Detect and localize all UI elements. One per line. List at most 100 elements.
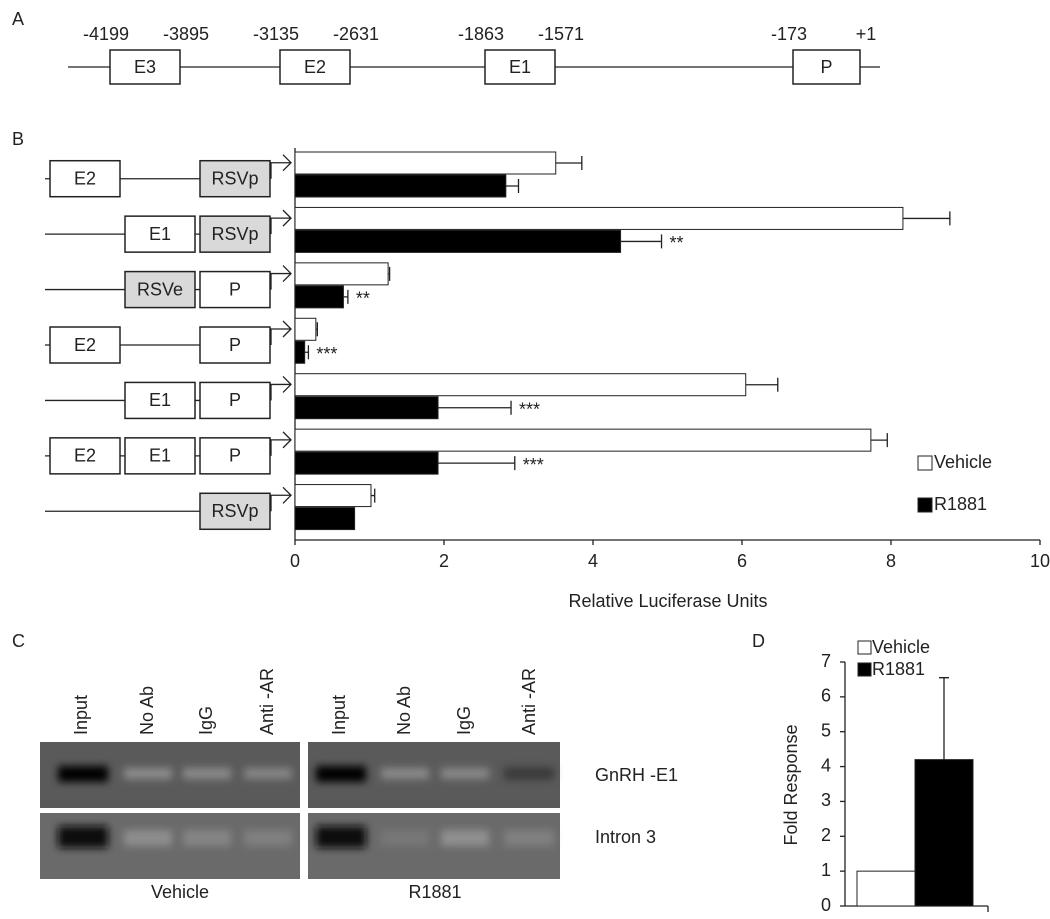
error-bar <box>555 156 583 170</box>
promoter-arrow <box>270 375 292 401</box>
legend-label: Vehicle <box>872 637 930 657</box>
x-tick-label: 4 <box>588 551 598 571</box>
promoter-arrow <box>270 486 292 512</box>
legend-label: R1881 <box>872 659 925 679</box>
construct-box <box>124 215 196 253</box>
significance: *** <box>519 399 540 419</box>
axis-title: Fold Response <box>781 724 801 845</box>
position-label: -1863 <box>458 24 504 44</box>
bar <box>294 285 344 309</box>
construct-box <box>124 437 196 475</box>
construct-box <box>199 437 271 475</box>
panel-label: D <box>752 631 765 651</box>
error-bar <box>438 456 516 471</box>
x-tick-label: 6 <box>737 551 747 571</box>
bar <box>294 507 356 531</box>
element-box <box>279 49 351 85</box>
promoter-arrow <box>270 265 292 290</box>
legend-label: Vehicle <box>934 452 992 472</box>
bar <box>294 262 389 286</box>
construct-box <box>124 381 196 420</box>
y-tick-label: 3 <box>821 790 831 810</box>
position-label: -1571 <box>538 24 584 44</box>
position-label: +1 <box>856 24 877 44</box>
position-label: -3135 <box>253 24 299 44</box>
legend-swatch <box>917 455 933 471</box>
lane-label: Anti -AR <box>519 668 539 735</box>
significance: *** <box>316 344 337 364</box>
construct-box <box>124 270 196 309</box>
construct-label: RSVp <box>211 168 258 188</box>
lane-label: IgG <box>196 706 216 735</box>
y-tick-label: 1 <box>821 860 831 880</box>
promoter-arrow <box>270 431 292 456</box>
construct-box <box>49 326 121 364</box>
row-label: Intron 3 <box>595 827 656 847</box>
lane-label: No Ab <box>394 686 414 735</box>
construct-label: P <box>229 279 241 299</box>
error-bar <box>370 488 376 503</box>
element-box <box>484 49 556 85</box>
error-bar <box>388 266 391 281</box>
axis-title: Relative Luciferase Units <box>568 591 767 611</box>
lane-label: IgG <box>454 706 474 735</box>
lane-label: Input <box>329 695 349 735</box>
y-tick-label: 5 <box>821 720 831 740</box>
element-label: P <box>820 57 832 77</box>
construct-label: E2 <box>74 168 96 188</box>
y-tick-label: 0 <box>821 895 831 914</box>
error-bar <box>343 289 349 304</box>
legend-swatch <box>857 640 872 655</box>
bar <box>294 174 507 198</box>
group-label: R1881 <box>408 882 461 902</box>
x-tick-label: 0 <box>290 551 300 571</box>
construct-label: RSVp <box>211 224 258 244</box>
legend-label: R1881 <box>934 494 987 514</box>
row-label: GnRH -E1 <box>595 765 678 785</box>
y-tick-label: 4 <box>821 755 831 775</box>
error-bar <box>505 179 520 193</box>
bar <box>294 206 904 230</box>
construct-box <box>199 215 271 253</box>
construct-label: RSVp <box>211 501 258 521</box>
group-label: Vehicle <box>151 882 209 902</box>
construct-label: E1 <box>149 224 171 244</box>
error-bar <box>315 322 318 337</box>
bar <box>294 340 306 364</box>
promoter-arrow <box>270 209 292 235</box>
y-tick-label: 6 <box>821 686 831 706</box>
bar <box>294 396 439 420</box>
construct-label: E1 <box>149 446 171 466</box>
y-tick-label: 2 <box>821 825 831 845</box>
error-bar <box>304 345 310 360</box>
panel-label: B <box>12 129 24 149</box>
construct-label: P <box>229 390 241 410</box>
error-bar <box>870 433 888 448</box>
error-bar <box>438 400 512 415</box>
construct-label: RSVe <box>137 279 183 299</box>
y-tick-label: 7 <box>821 651 831 671</box>
promoter-arrow <box>270 320 292 345</box>
construct-label: E2 <box>74 335 96 355</box>
error-bar <box>902 211 951 226</box>
construct-box <box>199 492 271 531</box>
legend-swatch <box>917 497 933 513</box>
construct-box <box>199 381 271 420</box>
bar <box>856 870 916 907</box>
construct-box <box>199 326 271 364</box>
position-label: -4199 <box>83 24 129 44</box>
construct-box <box>199 159 271 198</box>
bar <box>294 317 317 341</box>
construct-box <box>49 159 121 198</box>
bar <box>294 151 557 175</box>
position-label: -2631 <box>333 24 379 44</box>
error-bar <box>939 677 949 760</box>
significance: *** <box>523 455 544 475</box>
error-bar <box>620 234 663 249</box>
x-tick-label: 10 <box>1030 551 1050 571</box>
bar <box>294 484 372 508</box>
bar <box>294 229 622 253</box>
construct-label: P <box>229 446 241 466</box>
construct-label: E1 <box>149 390 171 410</box>
